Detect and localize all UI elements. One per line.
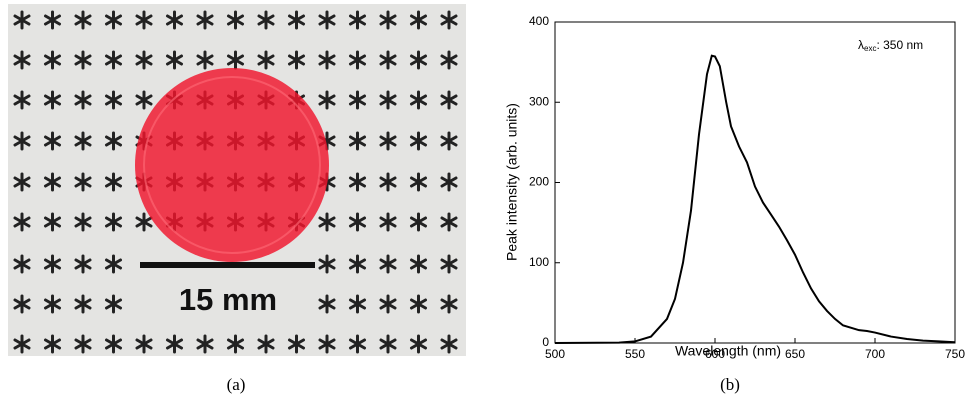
annotation-text: : 350 nm [876, 38, 923, 52]
y-tick-label: 300 [529, 94, 549, 108]
photo: 15 mm [8, 4, 466, 356]
scale-label: 15 mm [179, 282, 277, 317]
x-tick-label: 650 [785, 347, 805, 361]
x-tick-label: 700 [865, 347, 885, 361]
y-tick-label: 0 [542, 335, 549, 349]
x-axis-label: Wavelength (nm) [675, 343, 781, 359]
line-series [555, 56, 955, 343]
y-axis-label: Peak intensity (arb. units) [504, 103, 520, 261]
plot-frame [555, 22, 955, 343]
y-tick-label: 200 [529, 175, 549, 189]
x-tick-label: 550 [625, 347, 645, 361]
x-tick-label: 500 [545, 347, 565, 361]
y-tick-label: 400 [529, 14, 549, 28]
annotation-subscript: exc [864, 44, 876, 53]
x-tick-label: 750 [945, 347, 965, 361]
caption: (b) [720, 375, 740, 394]
caption: (a) [227, 375, 246, 394]
chart: Wavelength (nm) Peak intensity (arb. uni… [504, 14, 966, 361]
y-tick-label: 100 [529, 255, 549, 269]
x-tick-label: 600 [705, 347, 725, 361]
annotation: λexc: 350 nm [858, 38, 923, 53]
figure: 15 mm (a) (b) Wavelength (nm) Peak inten… [0, 0, 968, 403]
